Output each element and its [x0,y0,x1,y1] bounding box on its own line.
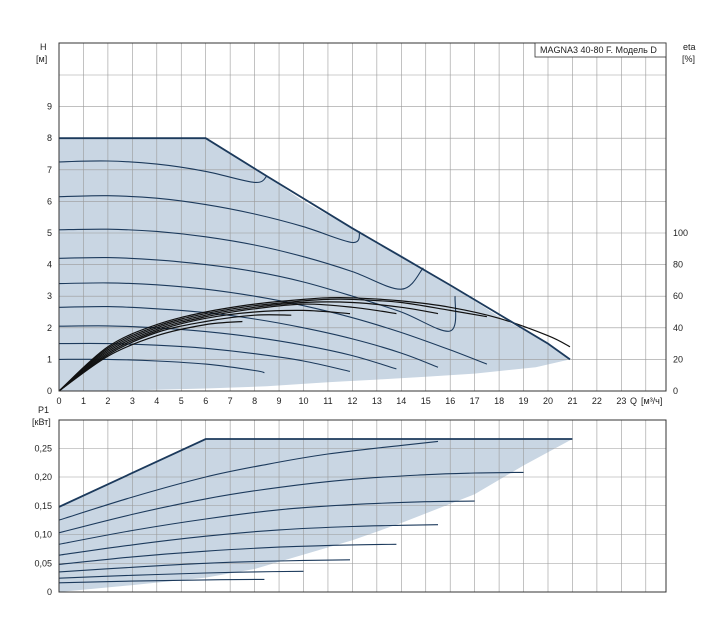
flow-tick-label: 20 [543,396,553,406]
power-tick-label: 0 [47,587,52,597]
head-axis-label: H [40,42,47,52]
power-axis-unit: [кВт] [32,417,51,427]
eta-tick-label: 40 [673,323,683,333]
flow-axis-label: Q [630,396,637,406]
power-tick-label: 0,10 [34,530,52,540]
flow-tick-label: 3 [130,396,135,406]
eta-tick-label: 60 [673,291,683,301]
power-tick-label: 0,20 [34,472,52,482]
flow-tick-label: 23 [616,396,626,406]
head-curve-8 [59,342,351,372]
head-tick-label: 9 [47,102,52,112]
power-curve-2 [59,471,524,534]
eta-axis-unit: [%] [682,54,695,64]
head-curve-7 [59,325,397,370]
eta-curve-6 [59,314,292,391]
power-curve-4 [59,524,439,556]
flow-tick-label: 1 [81,396,86,406]
power-axis-label: P1 [38,405,49,415]
flow-tick-label: 14 [396,396,406,406]
eta-curve-7 [59,320,243,391]
power-curve-6 [59,559,351,573]
flow-tick-label: 13 [372,396,382,406]
flow-tick-label: 7 [228,396,233,406]
power-curve-3 [59,500,475,545]
power-curve-5 [59,543,397,565]
flow-tick-label: 4 [154,396,159,406]
head-curve-2 [59,195,361,244]
flow-tick-label: 15 [421,396,431,406]
head-curve-3 [59,228,424,290]
power-curve-8 [59,578,265,584]
head-curve-5 [59,282,488,365]
head-plot-frame [58,42,667,392]
flow-tick-label: 0 [56,396,61,406]
flow-axis-unit: [м³/ч] [641,396,662,406]
head-curve-6 [59,306,439,368]
eta-axis-label: eta [683,42,696,52]
head-tick-label: 4 [47,260,52,270]
eta-tick-label: 80 [673,260,683,270]
head-tick-label: 6 [47,196,52,206]
flow-tick-label: 18 [494,396,504,406]
flow-tick-label: 21 [567,396,577,406]
flow-tick-label: 19 [519,396,529,406]
head-tick-label: 7 [47,165,52,175]
head-tick-label: 8 [47,133,52,143]
chart-title-box [534,42,667,58]
head-tick-label: 3 [47,291,52,301]
eta-tick-label: 20 [673,354,683,364]
eta-curve-5 [59,309,351,391]
flow-tick-label: 9 [277,396,282,406]
eta-curve-2 [59,298,487,391]
eta-curve-1 [59,296,571,391]
flow-tick-label: 11 [323,396,332,406]
power-max-envelope [59,438,573,508]
power-operating-area [59,439,573,592]
flow-tick-label: 16 [445,396,455,406]
flow-tick-label: 22 [592,396,602,406]
power-tick-label: 0,25 [34,443,52,453]
eta-curve-3 [59,301,439,391]
head-curve-1 [59,160,268,183]
eta-tick-label: 0 [673,386,678,396]
flow-tick-label: 6 [203,396,208,406]
power-plot-frame [58,419,667,593]
eta-tick-label: 100 [673,228,688,238]
head-tick-label: 0 [47,386,52,396]
head-tick-label: 1 [47,354,52,364]
flow-tick-label: 10 [298,396,308,406]
power-curve-7 [59,570,304,579]
head-curve-4 [59,257,457,332]
chart-title: MAGNA3 40-80 F. Модель D [540,45,657,55]
flow-tick-label: 2 [105,396,110,406]
flow-tick-label: 5 [179,396,184,406]
power-tick-label: 0,05 [34,558,52,568]
head-tick-label: 2 [47,323,52,333]
flow-tick-label: 17 [470,396,480,406]
head-max-envelope [59,137,571,361]
power-tick-label: 0,15 [34,501,52,511]
eta-curve-4 [59,303,397,391]
head-tick-label: 5 [47,228,52,238]
power-curve-1 [59,440,439,521]
flow-tick-label: 12 [347,396,357,406]
head-axis-unit: [м] [36,54,47,64]
flow-tick-label: 8 [252,396,257,406]
